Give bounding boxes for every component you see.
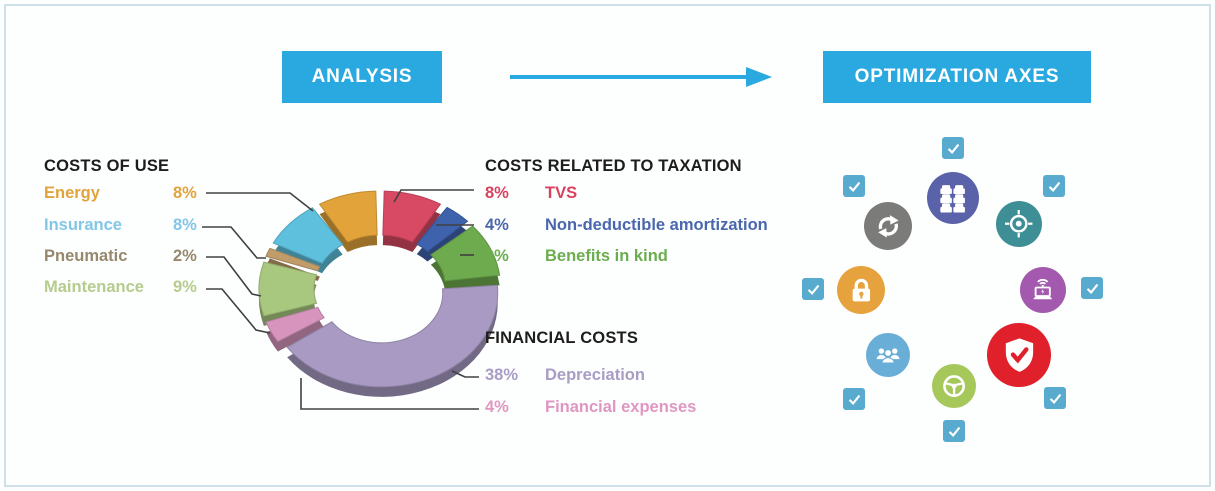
donut-segment: Energy 8% bbox=[318, 190, 378, 243]
checkbox-fleet[interactable] bbox=[942, 137, 964, 159]
legend-group-title: FINANCIAL COSTS bbox=[485, 329, 639, 347]
legend-row: Pneumatic 2% bbox=[44, 241, 213, 272]
legend-row: Maintenance 9% bbox=[44, 272, 213, 303]
legend-label: Benefits in kind bbox=[545, 246, 668, 265]
optimization-axes-button[interactable]: OPTIMIZATION AXES bbox=[823, 51, 1091, 103]
legend-value: 8% bbox=[173, 215, 197, 234]
legend-value: 38% bbox=[485, 366, 519, 385]
donut-chart: TVS 8%Non-deductible amortization 4%Bene… bbox=[254, 186, 506, 406]
analysis-button-label: ANALYSIS bbox=[311, 66, 413, 87]
legend-row: 38% Depreciation bbox=[485, 360, 696, 391]
checkbox-laptop[interactable] bbox=[1081, 277, 1103, 299]
legend-value: 4% bbox=[485, 397, 509, 416]
fleet-cars-icon bbox=[927, 172, 979, 224]
checkbox-team[interactable] bbox=[843, 388, 865, 410]
legend-row: 4% Non-deductible amortization bbox=[485, 209, 768, 240]
donut-segment: Non-deductible amortization 4% bbox=[416, 206, 469, 253]
donut-segment: Benefits in kind 9% bbox=[430, 225, 501, 282]
legend-label: Non-deductible amortization bbox=[545, 215, 768, 234]
checkbox-shield[interactable] bbox=[1044, 387, 1066, 409]
team-icon bbox=[866, 333, 910, 377]
legend-row: 9% Benefits in kind bbox=[485, 241, 768, 272]
legend-label: Depreciation bbox=[545, 366, 645, 385]
optimization-axes-cluster bbox=[790, 125, 1120, 455]
checkbox-lock[interactable] bbox=[802, 278, 824, 300]
flow-arrow-icon bbox=[510, 67, 772, 87]
legend-label: TVS bbox=[545, 184, 578, 203]
refresh-icon bbox=[864, 202, 912, 250]
connected-laptop-icon bbox=[1020, 267, 1066, 313]
legend-value: 2% bbox=[173, 246, 197, 265]
lock-icon bbox=[837, 266, 885, 314]
checkbox-steering[interactable] bbox=[943, 420, 965, 442]
legend-value: 8% bbox=[173, 184, 197, 203]
legend-costs-taxation: COSTS RELATED TO TAXATION 8% TVS 4% Non-… bbox=[485, 156, 768, 272]
donut-segment: Pneumatic 2% bbox=[265, 247, 321, 272]
legend-financial-costs: FINANCIAL COSTS 38% Depreciation 4% Fina… bbox=[485, 328, 696, 423]
analysis-button[interactable]: ANALYSIS bbox=[282, 51, 442, 103]
legend-row: 4% Financial expenses bbox=[485, 391, 696, 422]
optimization-button-label: OPTIMIZATION AXES bbox=[854, 66, 1060, 87]
legend-row: Insurance 8% bbox=[44, 209, 213, 240]
legend-group-title: COSTS RELATED TO TAXATION bbox=[485, 157, 742, 175]
legend-label: Financial expenses bbox=[545, 397, 697, 416]
legend-label: Maintenance bbox=[44, 278, 144, 297]
legend-row: 8% TVS bbox=[485, 178, 768, 209]
steering-wheel-icon bbox=[932, 364, 976, 408]
legend-label: Pneumatic bbox=[44, 246, 128, 265]
legend-value: 8% bbox=[485, 184, 509, 203]
checkbox-refresh[interactable] bbox=[843, 175, 865, 197]
donut-segment: Financial expenses 4% bbox=[265, 306, 325, 343]
target-icon bbox=[996, 201, 1042, 247]
legend-label: Insurance bbox=[44, 215, 122, 234]
legend-value: 9% bbox=[173, 278, 197, 297]
legend-value: 4% bbox=[485, 215, 509, 234]
checkbox-target[interactable] bbox=[1043, 175, 1065, 197]
legend-label: Energy bbox=[44, 184, 100, 203]
legend-group-title: COSTS OF USE bbox=[44, 157, 170, 175]
legend-value: 9% bbox=[485, 246, 509, 265]
legend-row: Energy 8% bbox=[44, 178, 213, 209]
legend-costs-of-use: COSTS OF USE Energy 8% Insurance 8% Pneu… bbox=[44, 156, 213, 304]
donut-segment: Depreciation 38% bbox=[286, 284, 499, 388]
donut-segment-depth bbox=[266, 317, 325, 352]
shield-check-icon bbox=[987, 323, 1051, 387]
